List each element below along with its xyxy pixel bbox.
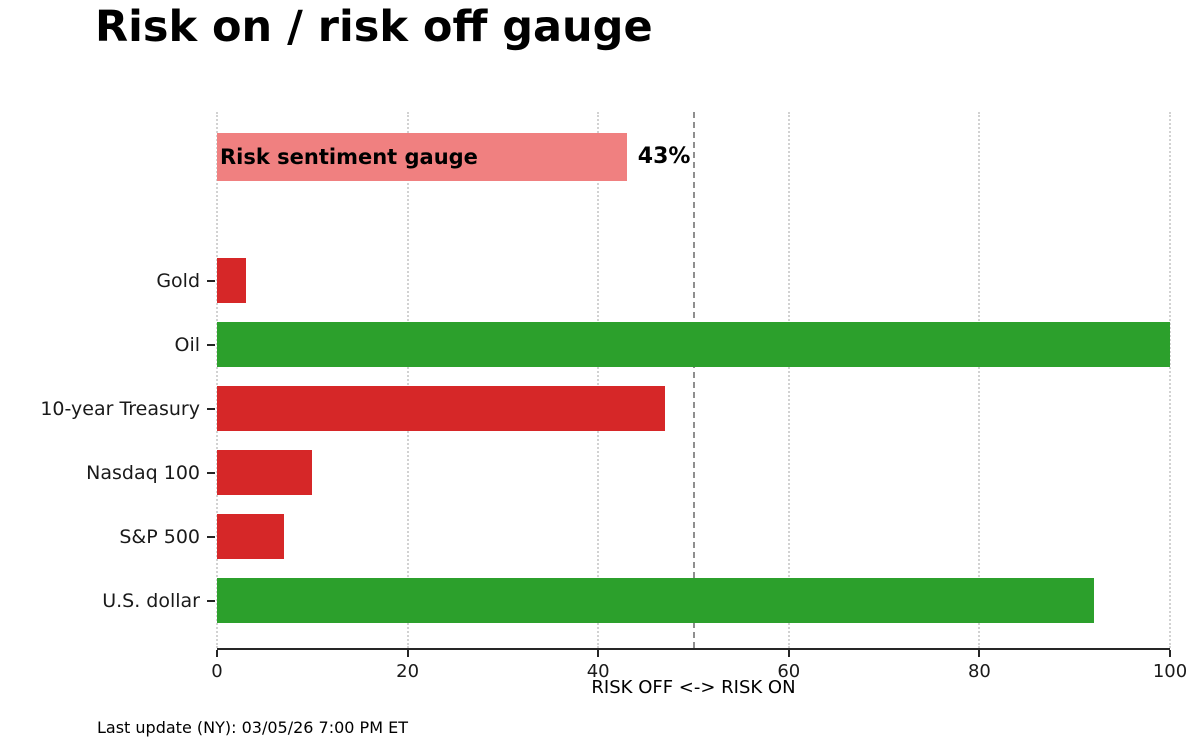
- y-tick-label-gold: Gold: [156, 269, 200, 292]
- chart-title: Risk on / risk off gauge: [95, 2, 653, 52]
- y-tick-mark-s-p-500: [207, 535, 215, 538]
- y-tick-label-10-year-treasury: 10-year Treasury: [40, 397, 200, 420]
- bar-u-s-dollar: [217, 578, 1094, 623]
- y-tick-label-s-p-500: S&P 500: [119, 525, 200, 548]
- x-tick-label-80: 80: [967, 661, 991, 682]
- x-tick-label-100: 100: [1152, 661, 1188, 682]
- y-tick-mark-nasdaq-100: [207, 471, 215, 474]
- x-gridline-80: [978, 112, 981, 648]
- x-tick-mark-20: [406, 650, 409, 657]
- y-tick-mark-10-year-treasury: [207, 407, 215, 410]
- x-axis-label: RISK OFF <-> RISK ON: [591, 677, 796, 698]
- x-gridline-0: [216, 112, 218, 648]
- x-tick-mark-60: [787, 650, 790, 657]
- x-tick-mark-40: [597, 650, 600, 657]
- bar-oil: [217, 322, 1170, 367]
- y-tick-mark-oil: [207, 343, 215, 346]
- bar-nasdaq-100: [217, 450, 313, 495]
- plot-area: Risk sentiment gauge 43% 0 20 40 60 80 100 Gol…: [40, 112, 1187, 682]
- y-tick-label-oil: Oil: [174, 333, 200, 356]
- y-tick-mark-u-s-dollar: [207, 599, 215, 602]
- y-tick-label-u-s-dollar: U.S. dollar: [102, 589, 200, 612]
- bar-10-year-treasury: [217, 386, 665, 431]
- last-update-note: Last update (NY): 03/05/26 7:00 PM ET: [97, 718, 408, 737]
- x-gridline-60: [787, 112, 790, 648]
- x-gridline-40: [597, 112, 600, 648]
- x-tick-label-0: 0: [211, 661, 223, 682]
- x-tick-label-60: 60: [777, 661, 801, 682]
- y-tick-label-nasdaq-100: Nasdaq 100: [86, 461, 200, 484]
- x-gridline-20: [406, 112, 409, 648]
- gauge-bar-label: Risk sentiment gauge: [220, 145, 478, 169]
- x-tick-mark-80: [978, 650, 981, 657]
- gauge-value-label: 43%: [637, 144, 691, 169]
- x-axis-line: [217, 648, 1170, 650]
- midpoint-reference-line: [692, 112, 695, 648]
- bar-gold: [217, 258, 246, 303]
- x-tick-label-40: 40: [586, 661, 610, 682]
- bar-s-p-500: [217, 514, 284, 559]
- x-gridline-100: [1169, 112, 1171, 648]
- x-tick-label-20: 20: [396, 661, 420, 682]
- x-tick-mark-100: [1169, 650, 1171, 657]
- x-tick-mark-0: [216, 650, 218, 657]
- y-tick-mark-gold: [207, 279, 215, 282]
- bar-risk-sentiment-gauge: Risk sentiment gauge: [217, 133, 627, 181]
